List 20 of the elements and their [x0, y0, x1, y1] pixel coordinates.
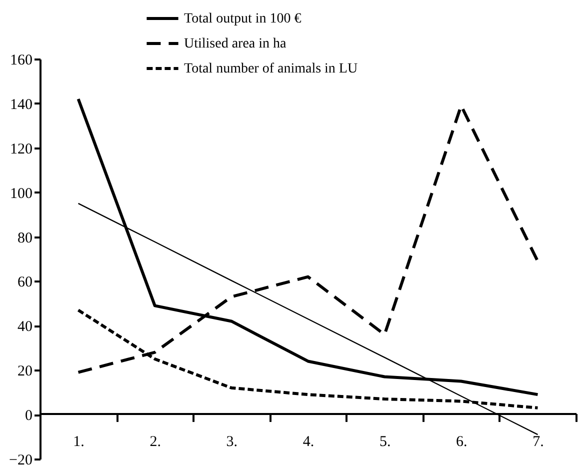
y-tick-label: 0: [25, 408, 32, 424]
x-tick-label: 7.: [532, 434, 544, 450]
y-tick-label: 60: [18, 274, 32, 291]
y-tick-label: 40: [18, 319, 32, 336]
legend-label: Total output in 100 €: [184, 12, 302, 26]
x-tick-label: 4.: [302, 434, 314, 450]
x-tick-label: 5.: [379, 434, 391, 450]
y-tick-label: 100: [10, 186, 32, 202]
x-tick-label: 2.: [150, 434, 161, 450]
legend-label: Total number of animals in LU: [184, 62, 358, 76]
x-tick-label: 3.: [226, 434, 238, 450]
y-tick-label: −20: [9, 452, 32, 468]
x-tick-label: 1.: [73, 434, 84, 450]
y-tick-label: 80: [18, 230, 32, 246]
y-tick-label: 120: [10, 141, 32, 158]
legend-label: Utilised area in ha: [184, 36, 288, 52]
y-tick-label: 140: [10, 96, 32, 113]
y-tick-label: 160: [10, 52, 32, 68]
x-tick-label: 6.: [456, 434, 468, 450]
y-tick-label: 20: [18, 364, 32, 380]
